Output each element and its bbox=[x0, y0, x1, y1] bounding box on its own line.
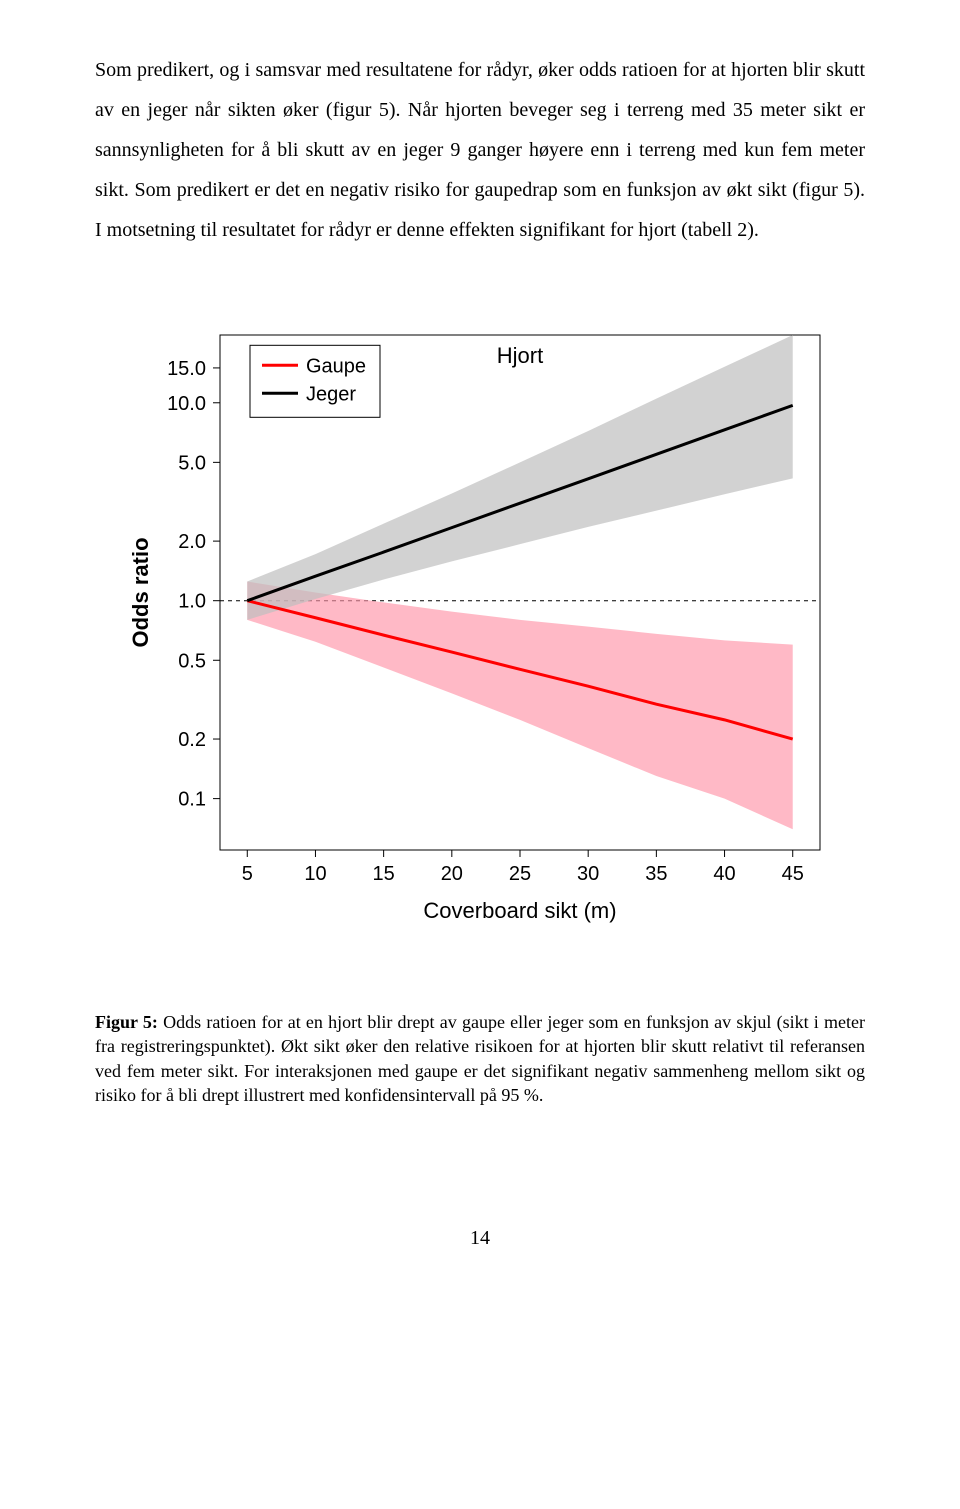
y-tick-label: 5.0 bbox=[178, 452, 206, 474]
x-tick-label: 20 bbox=[441, 863, 463, 885]
page-number: 14 bbox=[95, 1227, 865, 1250]
x-tick-label: 5 bbox=[242, 863, 253, 885]
y-tick-label: 0.2 bbox=[178, 729, 206, 751]
x-tick-label: 10 bbox=[304, 863, 326, 885]
caption-label: Figur 5: bbox=[95, 1012, 158, 1032]
body-paragraph: Som predikert, og i samsvar med resultat… bbox=[95, 50, 865, 250]
caption-text: Odds ratioen for at en hjort blir drept … bbox=[95, 1012, 865, 1105]
y-axis-label: Odds ratio bbox=[128, 537, 153, 647]
x-axis-label: Coverboard sikt (m) bbox=[423, 898, 616, 923]
x-tick-label: 25 bbox=[509, 863, 531, 885]
x-tick-label: 40 bbox=[713, 863, 735, 885]
y-tick-label: 0.5 bbox=[178, 650, 206, 672]
figure-caption: Figur 5: Odds ratioen for at en hjort bl… bbox=[95, 1010, 865, 1107]
ribbon-gaupe bbox=[247, 582, 792, 830]
odds-ratio-chart: 5 10 15 20 25 30 35 40 45 0.1 0.2 0.5 1.0 2.0 5.0 10.0 1… bbox=[120, 310, 840, 930]
x-tick-label: 35 bbox=[645, 863, 667, 885]
y-tick-label: 2.0 bbox=[178, 531, 206, 553]
line-jeger bbox=[247, 405, 792, 600]
chart-title: Hjort bbox=[497, 343, 543, 368]
y-tick-label: 15.0 bbox=[167, 358, 206, 380]
x-tick-label: 30 bbox=[577, 863, 599, 885]
y-tick-label: 0.1 bbox=[178, 789, 206, 811]
legend-label-jeger: Jeger bbox=[306, 383, 356, 405]
y-tick-label: 10.0 bbox=[167, 393, 206, 415]
x-tick-label: 15 bbox=[373, 863, 395, 885]
x-tick-label: 45 bbox=[782, 863, 804, 885]
y-tick-label: 1.0 bbox=[178, 591, 206, 613]
legend-label-gaupe: Gaupe bbox=[306, 355, 366, 377]
